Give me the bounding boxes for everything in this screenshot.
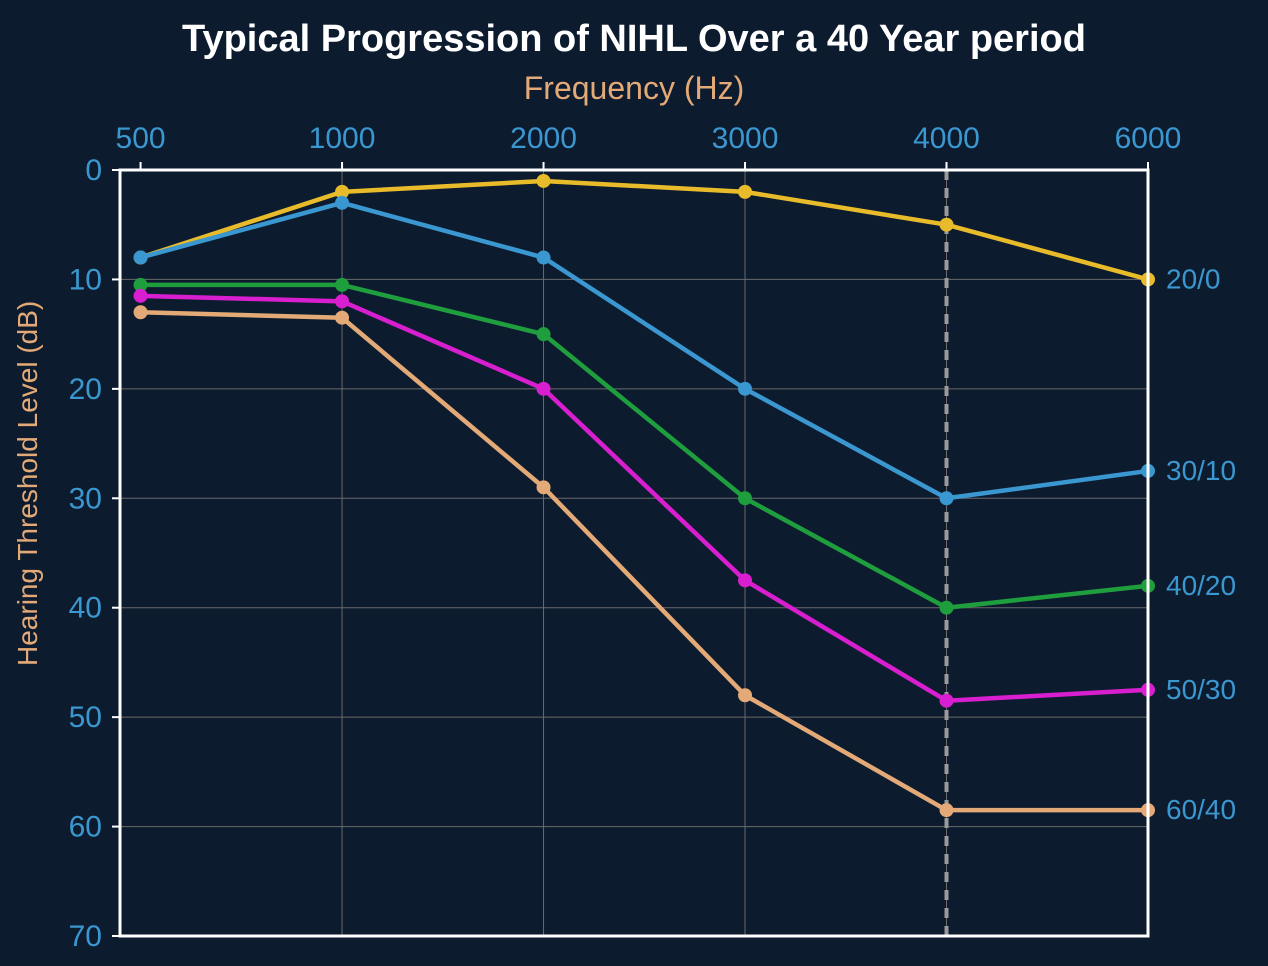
series-marker-50/30 (134, 289, 147, 302)
x-tick-label: 500 (116, 122, 166, 155)
y-tick-label: 30 (69, 482, 102, 515)
y-tick-label: 40 (69, 592, 102, 625)
y-tick-label: 70 (69, 920, 102, 953)
y-tick-label: 10 (69, 263, 102, 296)
series-marker-20/0 (537, 174, 550, 187)
audiogram-chart: 0 10 20 30 40 50 60 70 500 1000 2000 3000 4000 6000 20… (0, 0, 1268, 966)
series-marker-60/40 (537, 481, 550, 494)
x-tick-label: 4000 (913, 122, 980, 155)
series-marker-50/30 (537, 382, 550, 395)
series-marker-30/10 (336, 196, 349, 209)
y-tick-label: 60 (69, 811, 102, 844)
series-line-30/10 (141, 203, 1148, 498)
series-endlabel-20/0: 20/0 (1166, 263, 1221, 294)
series-marker-30/10 (134, 251, 147, 264)
series-marker-60/40 (739, 689, 752, 702)
series-line-40/20 (141, 285, 1148, 608)
series-marker-50/30 (739, 574, 752, 587)
y-tick-label: 0 (85, 154, 102, 187)
series-marker-40/20 (537, 328, 550, 341)
series-line-60/40 (141, 312, 1148, 810)
series-marker-50/30 (336, 295, 349, 308)
x-tick-label: 1000 (309, 122, 376, 155)
series-marker-20/0 (940, 218, 953, 231)
series-marker-60/40 (134, 306, 147, 319)
series-marker-50/30 (940, 694, 953, 707)
series-marker-60/40 (336, 311, 349, 324)
series-marker-60/40 (940, 804, 953, 817)
series-line-20/0 (141, 181, 1148, 279)
series-endlabel-60/40: 60/40 (1166, 794, 1236, 825)
series-endlabel-30/10: 30/10 (1166, 455, 1236, 486)
x-tick-label: 2000 (510, 122, 577, 155)
y-tick-label: 20 (69, 373, 102, 406)
series-endlabel-50/30: 50/30 (1166, 674, 1236, 705)
x-tick-label: 3000 (712, 122, 779, 155)
series-marker-20/0 (739, 185, 752, 198)
series-marker-40/20 (336, 278, 349, 291)
series-endlabel-40/20: 40/20 (1166, 570, 1236, 601)
series-marker-40/20 (940, 601, 953, 614)
series-marker-30/10 (537, 251, 550, 264)
series-marker-30/10 (739, 382, 752, 395)
series-marker-40/20 (739, 492, 752, 505)
series-marker-30/10 (940, 492, 953, 505)
x-tick-label: 6000 (1115, 122, 1182, 155)
y-tick-label: 50 (69, 701, 102, 734)
